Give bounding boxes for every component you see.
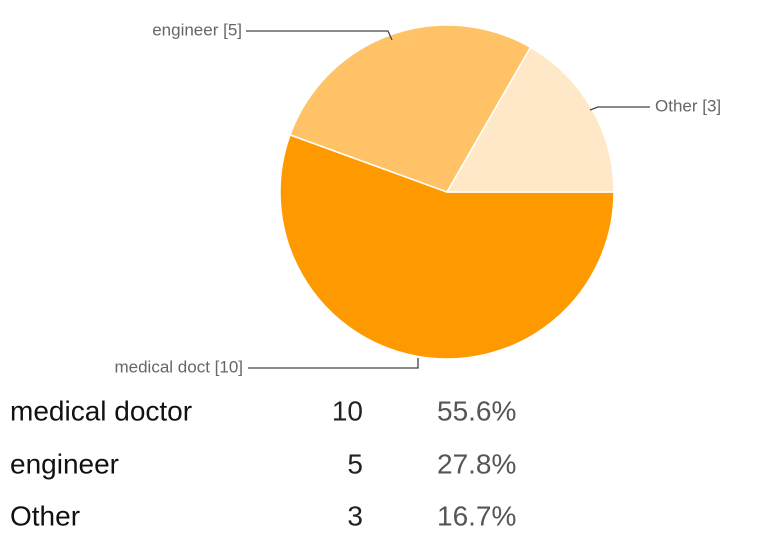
row-count: 10 xyxy=(332,395,363,426)
slice-label: medical doct [10] xyxy=(114,357,243,376)
row-percent: 16.7% xyxy=(437,500,516,531)
leader-line xyxy=(589,106,650,111)
row-percent: 55.6% xyxy=(437,395,516,426)
pie-slice xyxy=(279,133,615,360)
row-category: Other xyxy=(10,500,80,531)
pie-slice xyxy=(445,46,615,193)
leader-line xyxy=(246,30,393,41)
pie xyxy=(279,24,615,360)
row-percent: 27.8% xyxy=(437,448,516,479)
row-count: 3 xyxy=(347,500,363,531)
slice-label: Other [3] xyxy=(655,96,721,115)
leader-line xyxy=(248,358,419,369)
slice-label: engineer [5] xyxy=(152,20,242,39)
row-count: 5 xyxy=(347,448,363,479)
row-category: engineer xyxy=(10,448,119,479)
row-category: medical doctor xyxy=(10,395,192,426)
